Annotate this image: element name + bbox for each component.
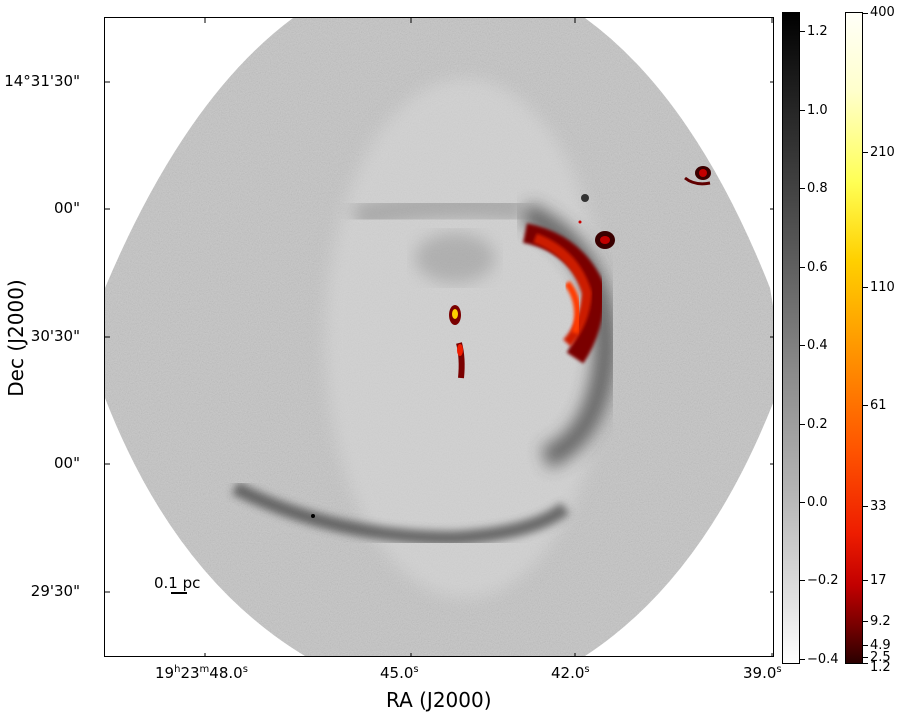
heat-cbar-tick: 9.2 — [870, 614, 891, 629]
gray-cbar-tick: 0.2 — [807, 417, 828, 432]
dec-tick-label: 14°31'30" — [4, 72, 80, 90]
gray-cbar-tick: 0.6 — [807, 260, 828, 275]
heat-cbar-tick: 110 — [870, 280, 895, 295]
heat-cbar-tick: 17 — [870, 573, 887, 588]
heat-cbar-tick: 1.2 — [870, 660, 891, 675]
heat-cbar-tick: 400 — [870, 5, 895, 20]
heat-colorbar — [845, 12, 863, 664]
heat-cbar-tick: 4.9 — [870, 638, 891, 653]
ra-tick-label-1: 45.0s — [380, 664, 419, 682]
gray-cbar-tick: −0.4 — [807, 652, 839, 667]
x-axis-title: RA (J2000) — [386, 688, 492, 712]
gray-cbar-tick: −0.2 — [807, 573, 839, 588]
ra-tick-label-0: 19h23m48.0s — [155, 664, 248, 682]
heat-cbar-tick: 2.5 — [870, 650, 891, 665]
dec-tick-label: 30'30" — [30, 327, 80, 345]
dec-tick-label: 00" — [54, 454, 80, 472]
dec-tick-label: 00" — [54, 199, 80, 217]
gray-cbar-tick: 0.4 — [807, 338, 828, 353]
dec-tick-label: 29'30" — [30, 582, 80, 600]
radio-map-panel — [104, 17, 774, 657]
scale-bar-label: 0.1 pc — [154, 574, 201, 592]
gray-cbar-tick: 0.0 — [807, 495, 828, 510]
heat-cbar-tick: 210 — [870, 145, 895, 160]
grayscale-colorbar — [782, 12, 800, 664]
y-axis-title: Dec (J2000) — [4, 279, 28, 397]
gray-cbar-tick: 0.8 — [807, 181, 828, 196]
heat-cbar-tick: 61 — [870, 398, 887, 413]
gray-cbar-tick: 1.2 — [807, 24, 828, 39]
ra-tick-label-3: 39.0s — [743, 664, 782, 682]
scale-bar — [171, 592, 187, 594]
dark-arc-south — [231, 481, 570, 546]
heat-cbar-tick: 33 — [870, 499, 887, 514]
axis-ticks — [105, 18, 773, 656]
gray-cbar-tick: 1.0 — [807, 103, 828, 118]
ra-tick-label-2: 42.0s — [551, 664, 590, 682]
radio-map-image — [105, 18, 773, 656]
